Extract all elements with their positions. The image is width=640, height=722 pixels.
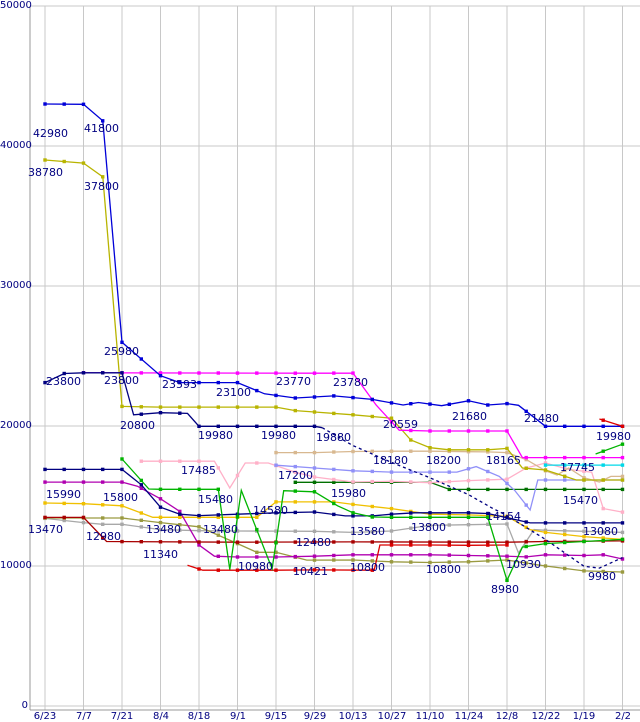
x-axis-label: 6/23 bbox=[33, 711, 57, 722]
point-label: 19980 bbox=[198, 429, 233, 442]
x-axis-label: 11/24 bbox=[454, 711, 484, 722]
point-label: 13480 bbox=[146, 523, 181, 536]
x-axis-label: 1/19 bbox=[572, 711, 596, 722]
x-axis-label: 9/29 bbox=[303, 711, 327, 722]
x-axis-label: 10/13 bbox=[338, 711, 368, 722]
series-cyan bbox=[543, 463, 625, 467]
point-label: 23800 bbox=[46, 375, 81, 388]
series-red-end bbox=[599, 418, 625, 428]
point-label: 13580 bbox=[350, 525, 385, 538]
y-axis-label: 20000 bbox=[0, 420, 32, 431]
gridlines bbox=[30, 5, 640, 710]
point-label: 23780 bbox=[333, 376, 368, 389]
x-axis-label: 2/2 bbox=[614, 711, 632, 722]
point-label: 15480 bbox=[198, 493, 233, 506]
x-axis-label: 9/1 bbox=[229, 711, 247, 722]
point-label: 13080 bbox=[583, 525, 618, 538]
point-label: 21680 bbox=[452, 410, 487, 423]
point-label: 14580 bbox=[253, 504, 288, 517]
point-label: 17745 bbox=[560, 461, 595, 474]
series-magenta bbox=[81, 371, 625, 460]
point-label: 19980 bbox=[261, 429, 296, 442]
point-label: 23770 bbox=[276, 375, 311, 388]
point-label: 20559 bbox=[383, 418, 418, 431]
series-purple bbox=[43, 480, 625, 561]
y-axis-label: 10000 bbox=[0, 560, 32, 571]
x-axis-label: 12/22 bbox=[531, 711, 561, 722]
point-label: 19880 bbox=[316, 431, 351, 444]
point-label: 10980 bbox=[238, 560, 273, 573]
point-label: 14154 bbox=[486, 510, 521, 523]
series-green bbox=[120, 457, 625, 583]
point-label: 37800 bbox=[84, 180, 119, 193]
point-label: 18165 bbox=[486, 454, 521, 467]
point-label: 9980 bbox=[588, 570, 616, 583]
x-axis-label: 8/4 bbox=[152, 711, 170, 722]
x-axis-label: 9/15 bbox=[264, 711, 288, 722]
point-label: 15470 bbox=[563, 494, 598, 507]
series-green-end bbox=[595, 442, 625, 455]
x-axis-label: 7/7 bbox=[75, 711, 93, 722]
point-label: 25980 bbox=[104, 345, 139, 358]
point-label: 10800 bbox=[426, 563, 461, 576]
x-axis-label: 7/21 bbox=[110, 711, 134, 722]
x-axis-label: 11/10 bbox=[415, 711, 445, 722]
point-label: 38780 bbox=[28, 166, 63, 179]
point-label: 42980 bbox=[33, 127, 68, 140]
series-blue bbox=[43, 102, 625, 428]
point-label: 13470 bbox=[28, 523, 63, 536]
y-axis-label: 40000 bbox=[0, 140, 32, 151]
point-label: 10421 bbox=[293, 565, 328, 578]
point-label: 18200 bbox=[426, 454, 461, 467]
point-label: 23593 bbox=[162, 378, 197, 391]
point-label: 17200 bbox=[278, 469, 313, 482]
y-axis-label: 0 bbox=[21, 700, 28, 711]
point-label: 13480 bbox=[203, 523, 238, 536]
point-label: 23100 bbox=[216, 386, 251, 399]
x-axis-label: 8/18 bbox=[187, 711, 211, 722]
point-label: 8980 bbox=[491, 583, 519, 596]
series-navy2 bbox=[43, 467, 625, 525]
point-label: 12980 bbox=[86, 530, 121, 543]
series-navy1 bbox=[43, 371, 323, 429]
y-axis-label: 30000 bbox=[0, 280, 32, 291]
x-axis-label: 10/27 bbox=[377, 711, 407, 722]
point-label: 10930 bbox=[506, 558, 541, 571]
point-label: 15800 bbox=[103, 491, 138, 504]
point-label: 15990 bbox=[46, 488, 81, 501]
point-label: 23800 bbox=[104, 374, 139, 387]
point-label: 11340 bbox=[143, 548, 178, 561]
axes bbox=[29, 6, 640, 711]
y-axis-label: 50000 bbox=[0, 0, 32, 11]
point-label: 12480 bbox=[296, 536, 331, 549]
point-label: 15980 bbox=[331, 487, 366, 500]
point-label: 13800 bbox=[411, 521, 446, 534]
point-label: 19980 bbox=[596, 430, 631, 443]
series-olive bbox=[43, 158, 625, 482]
series-red2 bbox=[187, 543, 509, 572]
point-label: 17485 bbox=[181, 464, 216, 477]
series-navy1-dashed bbox=[321, 427, 623, 569]
point-label: 20800 bbox=[120, 419, 155, 432]
point-label: 18180 bbox=[373, 454, 408, 467]
x-axis-label: 12/8 bbox=[495, 711, 519, 722]
point-label: 10800 bbox=[350, 561, 385, 574]
point-label: 21480 bbox=[524, 412, 559, 425]
point-label: 41800 bbox=[84, 122, 119, 135]
